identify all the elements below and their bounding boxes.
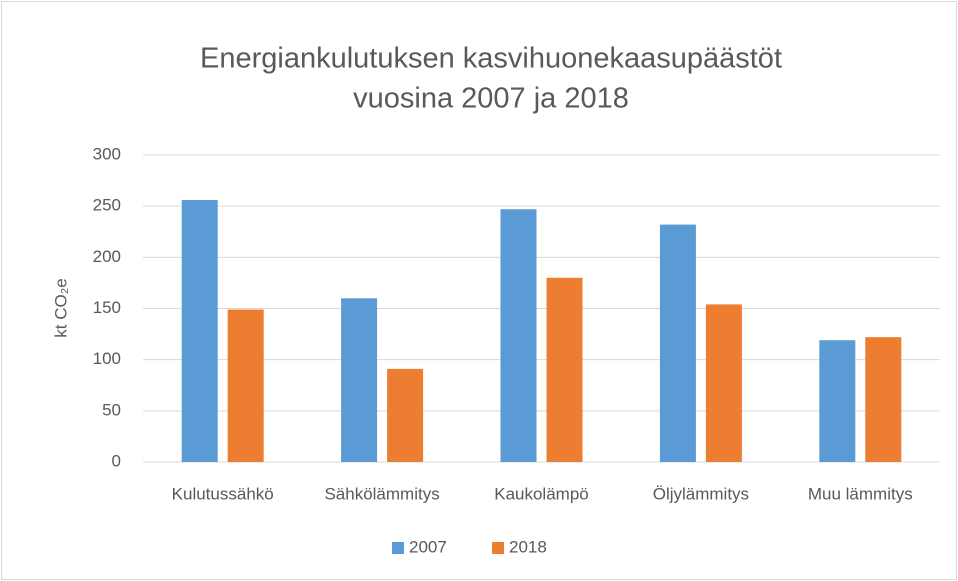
x-tick-label: Kaukolämpö <box>494 484 589 503</box>
x-tick-label: Muu lämmitys <box>808 484 913 503</box>
y-tick-label: 100 <box>93 349 121 368</box>
y-tick-label: 250 <box>93 196 121 215</box>
bar <box>819 340 856 462</box>
legend-swatch <box>492 542 504 554</box>
x-tick-label: Öljylämmitys <box>653 484 749 503</box>
bar <box>387 368 424 462</box>
bar <box>705 304 742 462</box>
bar <box>181 200 218 462</box>
x-tick-label: Sähkölämmitys <box>324 484 439 503</box>
y-tick-label: 150 <box>93 298 121 317</box>
bar <box>227 309 264 462</box>
y-axis-label: kt CO₂e <box>51 278 70 338</box>
y-tick-label: 0 <box>112 451 121 470</box>
bar <box>341 298 378 462</box>
bar <box>865 337 902 462</box>
bar <box>500 209 537 462</box>
y-tick-label: 50 <box>102 400 121 419</box>
bar <box>659 224 696 462</box>
chart-title: vuosina 2007 ja 2018 <box>353 83 629 115</box>
legend-label: 2018 <box>509 537 547 556</box>
legend-label: 2007 <box>409 537 447 556</box>
legend-swatch <box>392 542 404 554</box>
x-tick-label: Kulutussähkö <box>172 484 274 503</box>
y-tick-label: 300 <box>93 144 121 163</box>
y-tick-label: 200 <box>93 247 121 266</box>
bar <box>546 277 583 462</box>
chart-title: Energiankulutuksen kasvihuonekaasupäästö… <box>200 43 782 75</box>
